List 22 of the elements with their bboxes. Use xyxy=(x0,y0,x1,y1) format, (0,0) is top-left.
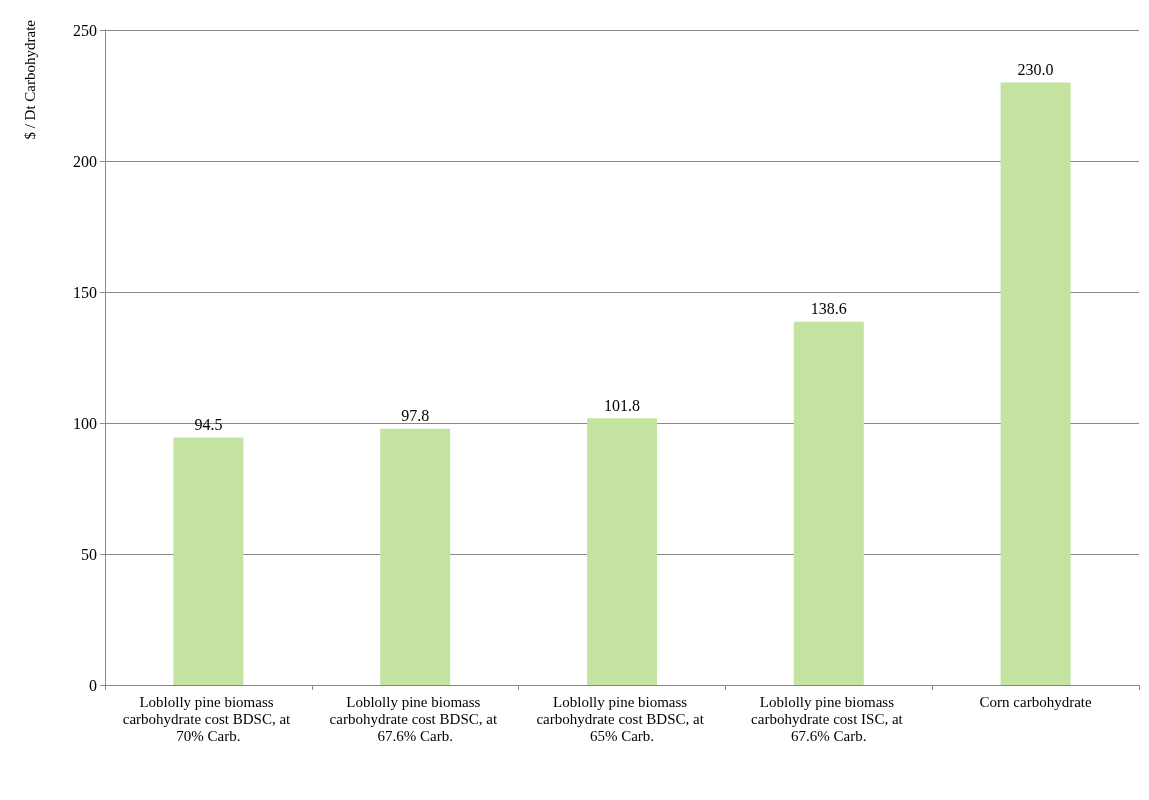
bar xyxy=(1000,82,1071,685)
bar xyxy=(793,321,864,685)
data-label: 94.5 xyxy=(194,415,223,433)
x-tick-label: Loblolly pine biomass carbohydrate cost ISC, at 67.6% Carb. xyxy=(751,693,907,744)
x-tick-label: Loblolly pine biomass carbohydrate cost BDSC, at 67.6% Carb. xyxy=(329,693,501,744)
x-tick-label: Loblolly pine biomass carbohydrate cost BDSC, at 65% Carb. xyxy=(536,693,708,744)
x-tick-label: Corn carbohydrate xyxy=(979,693,1092,710)
bar xyxy=(173,437,244,685)
y-tick-label: 100 xyxy=(73,414,97,432)
data-label: 230.0 xyxy=(1017,60,1054,78)
data-label: 138.6 xyxy=(810,300,847,318)
y-tick-label: 250 xyxy=(73,21,97,39)
bar xyxy=(587,418,657,685)
y-tick-label: 50 xyxy=(81,545,97,563)
data-label: 101.8 xyxy=(604,396,640,414)
data-label: 97.8 xyxy=(401,407,430,425)
y-axis-title: $ / Dt Carbohydrate xyxy=(21,19,38,140)
y-tick-label: 0 xyxy=(89,676,97,694)
x-tick-label: Loblolly pine biomass carbohydrate cost BDSC, at 70% Carb. xyxy=(122,693,295,744)
bar xyxy=(380,428,451,685)
y-tick-label: 200 xyxy=(73,152,97,170)
y-tick-label: 150 xyxy=(73,283,97,301)
